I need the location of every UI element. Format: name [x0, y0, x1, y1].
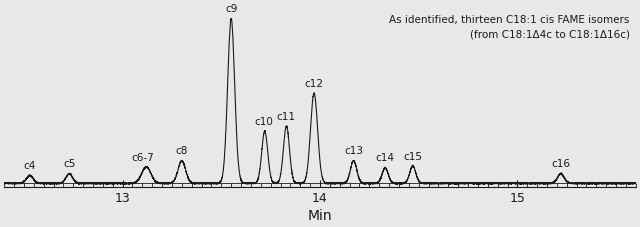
Text: c12: c12 — [305, 79, 324, 89]
Text: c8: c8 — [175, 146, 188, 156]
Text: c16: c16 — [551, 159, 570, 170]
Text: c4: c4 — [24, 161, 36, 171]
Text: c6-7: c6-7 — [131, 153, 154, 163]
Text: c5: c5 — [63, 159, 76, 170]
Text: As identified, thirteen C18:1 cis FAME isomers
(from C18:1Δ4c to C18:1Δ16c): As identified, thirteen C18:1 cis FAME i… — [389, 15, 630, 40]
Text: c13: c13 — [344, 146, 363, 156]
Text: c11: c11 — [276, 112, 295, 122]
X-axis label: Min: Min — [308, 209, 332, 223]
Text: c14: c14 — [376, 153, 395, 163]
Text: c9: c9 — [225, 4, 237, 14]
Text: c10: c10 — [254, 117, 273, 127]
Text: c15: c15 — [403, 152, 422, 162]
